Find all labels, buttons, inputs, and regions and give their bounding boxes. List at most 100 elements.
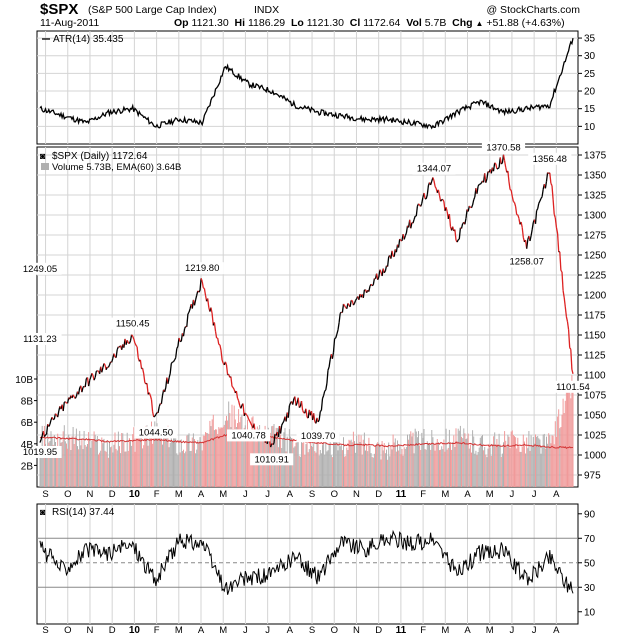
volume-bar [57,433,59,487]
volume-bar [222,426,224,487]
price-segment [51,417,54,420]
volume-bar [548,433,550,487]
volume-bar [421,432,423,487]
volume-bar [395,451,397,487]
volume-bar [334,432,336,487]
pivot-label-bg [296,430,340,443]
price-segment [391,250,394,257]
volume-bar [166,428,168,487]
price-segment [554,217,558,228]
volume-bar [444,451,446,487]
x-axis-label: A [553,489,560,500]
price-segment [40,435,43,440]
x-axis-label: 11 [396,489,407,500]
price-segment [339,311,342,314]
price-segment [155,412,158,415]
y-tick-label: 35 [584,34,596,45]
volume-tick-label: 8B [21,397,34,408]
volume-bar [297,441,299,487]
volume-bar [388,442,390,487]
volume-bar [186,435,188,487]
x-axis-label: S [309,625,315,636]
price-segment [249,420,252,424]
volume-bar [48,442,50,487]
volume-bar [98,454,99,487]
price-segment [553,214,556,218]
volume-bar [477,452,479,487]
pivot-label: 1219.80 [185,263,219,274]
volume-bar [142,448,144,487]
volume-bar [552,435,554,487]
price-segment [344,305,347,308]
volume-bar [125,451,127,487]
price-segment [317,419,320,423]
price-segment [194,295,198,300]
price-segment [412,219,415,224]
y-tick-label: 1225 [584,271,607,282]
volume-bar [437,442,439,487]
price-segment [93,377,96,381]
price-segment [292,398,295,405]
volume-bar [474,453,476,487]
volume-bar [446,449,448,487]
price-segment [571,369,574,374]
volume-bar [505,440,507,487]
volume-bar [560,427,562,487]
price-segment [334,337,336,340]
y-tick-label: 15 [584,104,596,115]
volume-bar [520,451,522,487]
volume-bar [83,431,85,487]
price-segment [473,196,476,201]
volume-bar [171,442,173,487]
volume-bar [538,438,540,487]
volume-bar [50,431,52,487]
volume-bar [378,443,380,487]
price-segment [454,229,457,241]
volume-bar [147,445,149,487]
volume-bar [540,453,542,487]
x-axis-label: D [109,625,116,636]
price-segment [534,210,538,224]
volume-bar [135,428,137,487]
x-axis-label: A [553,625,560,636]
price-segment [426,185,430,195]
volume-bar [229,413,231,487]
volume-bar [354,441,355,487]
rsi-legend-icon: ◙ [40,507,46,517]
volume-bar [303,434,305,487]
volume-bar [311,445,312,487]
volume-bar [169,443,171,487]
volume-bar [488,443,490,487]
volume-bar [461,436,462,487]
volume-bar [305,444,307,487]
volume-bar [467,433,469,487]
volume-bar [471,452,472,487]
x-axis-label: A [287,489,294,500]
volume-bar [78,449,80,487]
volume-bar [564,400,566,487]
volume-bar [390,445,392,487]
price-segment [336,329,339,335]
volume-bar [91,440,93,487]
price-segment [433,180,436,187]
volume-bar [69,437,71,487]
price-segment [537,203,540,209]
price-segment [434,186,437,189]
price-segment [91,373,94,376]
volume-bar [296,431,298,487]
price-segment [468,205,471,208]
volume-bar [398,450,400,487]
price-segment [219,344,222,351]
price-segment [342,303,346,307]
price-segment [180,333,184,342]
volume-bar [495,444,497,487]
price-segment [563,297,566,307]
volume-bar [249,437,251,487]
x-axis-label: S [42,625,48,636]
x-axis-label: S [42,489,48,500]
volume-bar [537,436,539,487]
volume-bar [299,456,301,487]
volume-bar [541,446,543,487]
volume-bar [571,375,573,487]
volume-bar [228,401,230,487]
